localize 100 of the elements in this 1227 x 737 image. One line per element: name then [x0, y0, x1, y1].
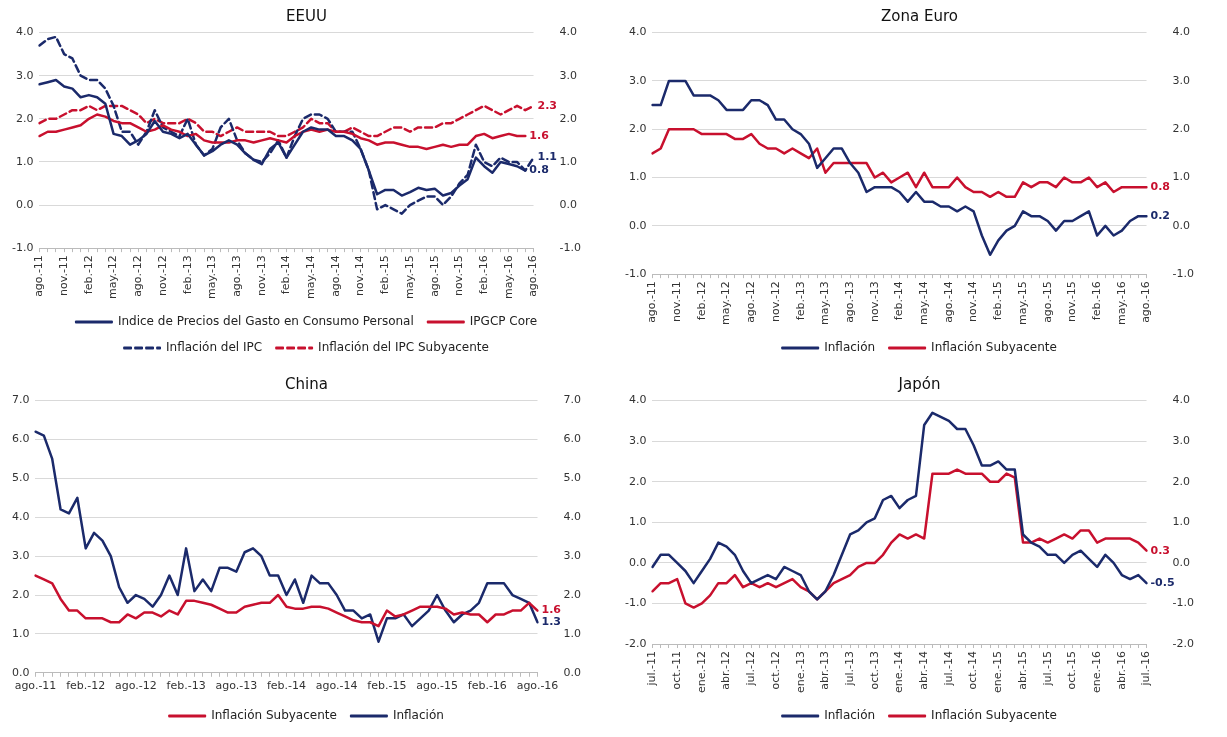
y-tick-label: -1.0 — [11, 241, 34, 254]
x-tick-label: may.-16 — [1114, 281, 1128, 326]
y-tick-label: 2.0 — [628, 122, 647, 136]
chart-title: China — [285, 375, 328, 394]
y-tick-label: 1.0 — [628, 170, 647, 184]
chart-title: EEUU — [286, 7, 327, 26]
y2-tick-label: 2.0 — [563, 587, 582, 601]
y2-tick-label: 1.0 — [563, 626, 582, 640]
x-tick-label: feb.-13 — [166, 679, 206, 693]
y2-tick-label: 3.0 — [563, 549, 582, 562]
y2-tick-label: 0.0 — [563, 665, 582, 679]
x-tick-label: nov.-13 — [867, 281, 881, 322]
x-tick-label: may.-15 — [402, 255, 416, 300]
y-tick-label: 3.0 — [628, 434, 647, 448]
legend-label: Indice de Precios del Gasto en Consumo Personal — [117, 314, 414, 329]
legend-label: Inflación del IPC — [166, 340, 263, 355]
x-tick-label: feb.-12 — [66, 679, 106, 693]
x-tick-label: ago.-15 — [416, 679, 458, 693]
legend-label: Inflación Subyacente — [931, 340, 1057, 355]
y-tick-label: 0.0 — [628, 218, 647, 232]
x-tick-label: ago.-12 — [131, 255, 145, 297]
y-tick-label: 3.0 — [11, 549, 30, 562]
x-tick-label: ago.-13 — [215, 679, 258, 693]
y2-tick-label: -2.0 — [1172, 636, 1195, 650]
x-tick-label: jul.-12 — [744, 651, 758, 687]
x-tick-label: feb.-15 — [367, 679, 407, 693]
y2-tick-label: 3.0 — [1172, 73, 1191, 87]
x-tick-label: ago.-16 — [516, 679, 559, 693]
y-tick-label: 0.0 — [11, 665, 30, 679]
x-tick-label: nov.-14 — [966, 281, 980, 322]
x-tick-label: feb.-14 — [279, 255, 293, 295]
x-tick-label: ago.-13 — [842, 281, 856, 323]
x-tick-label: ago.-11 — [14, 679, 57, 693]
y-tick-label: 3.0 — [628, 73, 647, 87]
x-tick-label: feb.-15 — [991, 281, 1005, 321]
x-tick-label: jul.-15 — [1040, 651, 1054, 687]
x-tick-label: feb.-12 — [694, 281, 708, 321]
x-tick-label: ago.-15 — [1040, 281, 1054, 323]
y2-tick-label: 1.0 — [559, 154, 578, 168]
x-tick-label: may.-15 — [1015, 281, 1029, 326]
y-tick-label: 4.0 — [628, 25, 647, 39]
y-tick-label: 7.0 — [11, 393, 30, 407]
x-tick-label: feb.-15 — [378, 255, 392, 295]
x-tick-label: ago.-14 — [328, 255, 342, 297]
x-tick-label: jul.-13 — [842, 651, 856, 687]
y2-tick-label: 0.0 — [1172, 218, 1191, 232]
chart-title: Japón — [897, 375, 941, 394]
x-tick-label: may.-16 — [501, 255, 515, 300]
x-tick-label: nov.-11 — [670, 281, 684, 322]
x-tick-label: abr.-15 — [1015, 651, 1029, 690]
x-tick-label: feb.-16 — [1089, 281, 1103, 321]
y-tick-label: 0.0 — [628, 555, 647, 569]
x-tick-label: nov.-11 — [57, 255, 71, 296]
x-tick-label: nov.-14 — [353, 255, 367, 296]
y-tick-label: 5.0 — [11, 471, 30, 485]
x-tick-label: may.-13 — [205, 255, 219, 300]
y-tick-label: 3.0 — [15, 68, 34, 82]
x-tick-label: feb.-16 — [476, 255, 490, 295]
y-tick-label: 4.0 — [11, 510, 30, 524]
x-tick-label: ago.-12 — [744, 281, 758, 323]
x-tick-label: oct.-12 — [768, 651, 782, 690]
x-tick-label: feb.-16 — [467, 679, 507, 693]
x-tick-label: jul.-16 — [1139, 651, 1153, 687]
x-tick-label: ago.-14 — [941, 281, 955, 323]
x-tick-label: abr.-12 — [719, 651, 733, 690]
x-tick-label: abr.-14 — [917, 651, 931, 690]
x-tick-label: ago.-16 — [1139, 281, 1153, 323]
data-label: -0.5 — [1150, 576, 1175, 590]
x-tick-label: ago.-12 — [115, 679, 157, 693]
y2-tick-label: 1.0 — [1172, 170, 1191, 184]
legend-label: Inflación del IPC Subyacente — [318, 340, 489, 355]
y2-tick-label: 2.0 — [1172, 122, 1191, 136]
y2-tick-label: -1.0 — [1172, 267, 1195, 280]
y-tick-label: 6.0 — [11, 432, 30, 446]
data-label: 0.8 — [529, 163, 549, 177]
x-tick-label: nov.-12 — [768, 281, 782, 322]
legend-label: Inflación — [824, 340, 876, 355]
y2-tick-label: 6.0 — [563, 432, 582, 446]
x-tick-label: ene.-15 — [991, 651, 1005, 694]
y2-tick-label: -1.0 — [559, 241, 582, 254]
legend-label: Inflación — [392, 708, 444, 723]
data-label: 1.1 — [537, 150, 558, 164]
legend-label: Inflación — [824, 708, 876, 723]
y2-tick-label: 2.0 — [559, 111, 578, 125]
y2-tick-label: 4.0 — [1172, 25, 1191, 39]
y-tick-label: 0.0 — [15, 197, 34, 211]
x-tick-label: may.-12 — [719, 281, 733, 326]
x-tick-label: ene.-16 — [1089, 651, 1103, 694]
y-tick-label: 4.0 — [15, 25, 34, 39]
y-tick-label: -1.0 — [624, 267, 647, 280]
y2-tick-label: 0.0 — [1172, 555, 1191, 569]
y-tick-label: 2.0 — [11, 587, 30, 601]
data-label: 0.8 — [1150, 180, 1171, 194]
x-tick-label: may.-12 — [106, 255, 120, 300]
y2-tick-label: 4.0 — [559, 25, 578, 39]
y2-tick-label: 3.0 — [1172, 434, 1191, 448]
x-tick-label: feb.-14 — [266, 679, 307, 693]
y-tick-label: 2.0 — [15, 111, 34, 125]
y2-tick-label: 4.0 — [563, 510, 582, 524]
data-label: 1.6 — [529, 128, 550, 142]
